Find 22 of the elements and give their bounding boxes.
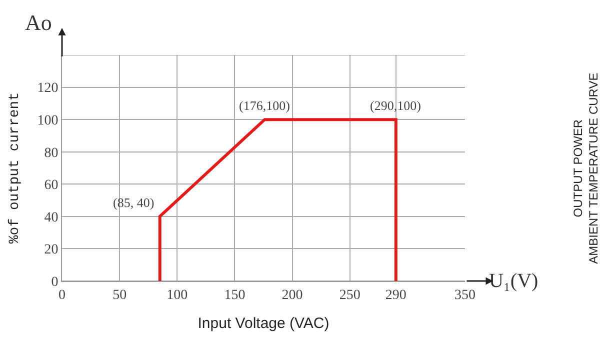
annotation: (290,100) — [370, 98, 421, 113]
x-tick-label: 100 — [166, 288, 188, 303]
annotation: (85, 40) — [113, 195, 154, 210]
text: Ao — [25, 10, 52, 35]
x-tick-label: 350 — [454, 288, 476, 303]
x-tick-label: 150 — [224, 288, 246, 303]
y-tick-label: 20 — [44, 242, 58, 258]
x-axis-title: Input Voltage (VAC) — [198, 314, 330, 332]
y-tick-label: 100 — [37, 113, 58, 128]
text: OUTPUT POWER AMBIENT TEMPERATURE CURVE — [570, 72, 600, 264]
y-tick-label: 0 — [51, 274, 58, 290]
y-axis-title: %of output current — [6, 92, 23, 244]
annotation: (176,100) — [239, 98, 290, 113]
text: U₁(V) — [489, 270, 538, 292]
y-tick-label: 120 — [37, 81, 58, 96]
y-tick-label: 40 — [44, 210, 58, 226]
x-tick-label: 290 — [385, 288, 406, 303]
x-tick-label: 200 — [282, 288, 303, 303]
y-tick-label: 60 — [44, 178, 58, 194]
x-tick-label: 250 — [339, 288, 360, 303]
x-tick-label: 50 — [112, 288, 127, 303]
y-tick-label: 80 — [44, 146, 58, 161]
